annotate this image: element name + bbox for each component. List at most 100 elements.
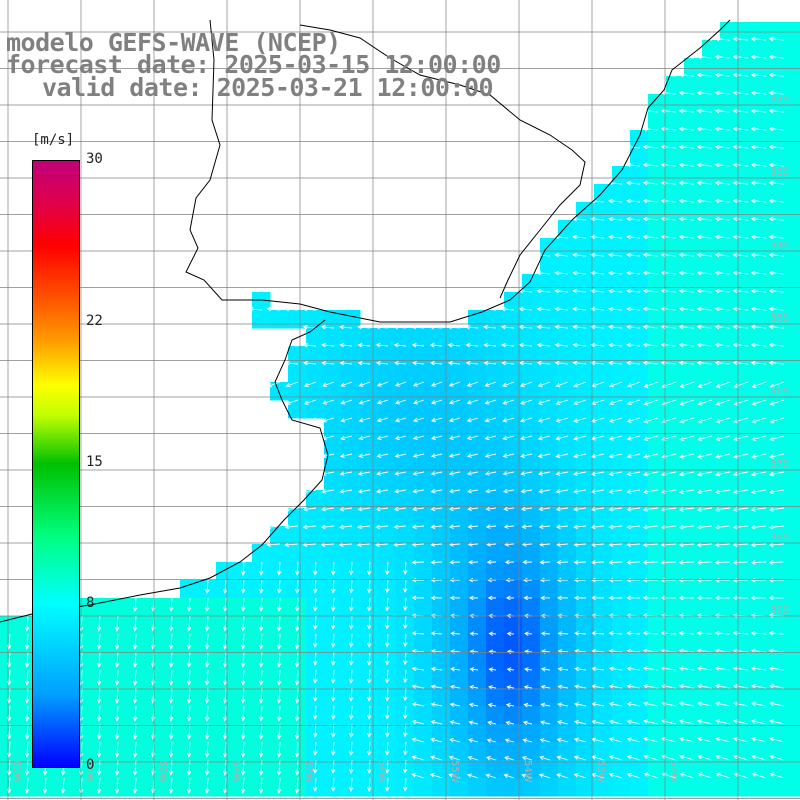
wind-arrow (590, 489, 605, 494)
wind-cell (522, 274, 541, 293)
wind-cell (522, 526, 541, 545)
wind-cell (738, 616, 757, 635)
wind-cell (540, 346, 559, 365)
wind-arrow (240, 741, 246, 758)
wind-cell (666, 274, 685, 293)
wind-arrow (484, 471, 497, 476)
wind-cell (504, 382, 523, 401)
wind-arrow (573, 595, 587, 601)
wind-cell (414, 598, 433, 617)
wind-arrow (750, 306, 767, 312)
wind-arrow (486, 738, 497, 743)
wind-cell (414, 472, 433, 491)
wind-arrow (540, 631, 551, 636)
wind-arrow (302, 542, 317, 547)
wind-cell (720, 526, 739, 545)
wind-cell (468, 724, 487, 743)
wind-cell (720, 436, 739, 455)
wind-cell (594, 616, 613, 635)
wind-cell (648, 112, 667, 131)
wind-cell (684, 706, 703, 725)
wind-arrow (642, 683, 659, 689)
wind-cell (576, 688, 595, 707)
wind-cell (720, 616, 739, 635)
wind-cell (576, 238, 595, 257)
wind-cell (558, 472, 577, 491)
wind-arrow (768, 90, 785, 96)
wind-cell (432, 562, 451, 581)
wind-cell (774, 76, 793, 95)
wind-arrow (503, 524, 515, 529)
wind-cell (450, 418, 469, 437)
wind-cell (378, 436, 397, 455)
wind-arrow (678, 108, 695, 114)
wind-arrow (678, 252, 695, 258)
wind-cell (576, 436, 595, 455)
wind-arrow (222, 687, 228, 704)
wind-arrow (714, 542, 731, 548)
wind-arrow (394, 488, 407, 494)
wind-arrow (294, 687, 300, 704)
wind-cell (468, 382, 487, 401)
wind-arrow (521, 773, 533, 779)
wind-arrow (168, 687, 174, 704)
wind-cell (630, 256, 649, 275)
wind-arrow (573, 737, 587, 743)
wind-arrow (520, 453, 533, 459)
wind-arrow (376, 471, 389, 476)
wind-cell (720, 598, 739, 617)
wind-arrow (696, 126, 713, 132)
wind-arrow (402, 579, 408, 593)
wind-arrow (768, 216, 785, 222)
wind-arrow (312, 615, 318, 630)
wind-arrow (732, 36, 749, 42)
wind-arrow (715, 453, 731, 459)
wind-arrow (366, 579, 372, 594)
wind-cell (756, 490, 775, 509)
wind-cell (738, 94, 757, 113)
wind-arrow (626, 719, 641, 725)
wind-cell (558, 508, 577, 527)
wind-arrow (356, 542, 371, 547)
wind-arrow (540, 702, 551, 708)
wind-arrow (572, 306, 587, 312)
wind-cell (630, 508, 649, 527)
wind-cell (504, 616, 523, 635)
wind-cell (630, 382, 649, 401)
wind-arrow (366, 723, 372, 738)
wind-cell (486, 490, 505, 509)
wind-cell (342, 472, 361, 491)
wind-arrow (540, 667, 551, 672)
wind-arrow (573, 506, 587, 512)
wind-arrow (394, 435, 407, 441)
wind-cell (774, 706, 793, 725)
wind-arrow (540, 684, 551, 690)
wind-cell (414, 562, 433, 581)
wind-cell (450, 346, 469, 365)
wind-cell (756, 274, 775, 293)
wind-arrow (642, 360, 659, 366)
wind-cell (486, 670, 505, 689)
wind-cell (720, 256, 739, 275)
wind-arrow (751, 381, 767, 388)
wind-arrow (750, 180, 767, 186)
wind-arrow (750, 542, 767, 548)
wind-arrow (696, 90, 713, 96)
wind-cell (684, 454, 703, 473)
wind-cell (792, 346, 800, 365)
wind-cell (648, 580, 667, 599)
wind-arrow (768, 630, 785, 636)
colorbar-tick-15: 15 (86, 454, 103, 470)
wind-cell (612, 400, 631, 419)
wind-arrow (751, 754, 767, 761)
wind-cell (666, 544, 685, 563)
wind-arrow (608, 252, 623, 258)
wind-arrow (384, 633, 390, 648)
lat-label: 32S (770, 94, 789, 105)
wind-cell (306, 400, 325, 419)
wind-arrow (733, 719, 749, 725)
wind-arrow (522, 738, 533, 743)
wind-cell (684, 328, 703, 347)
wind-cell (666, 688, 685, 707)
